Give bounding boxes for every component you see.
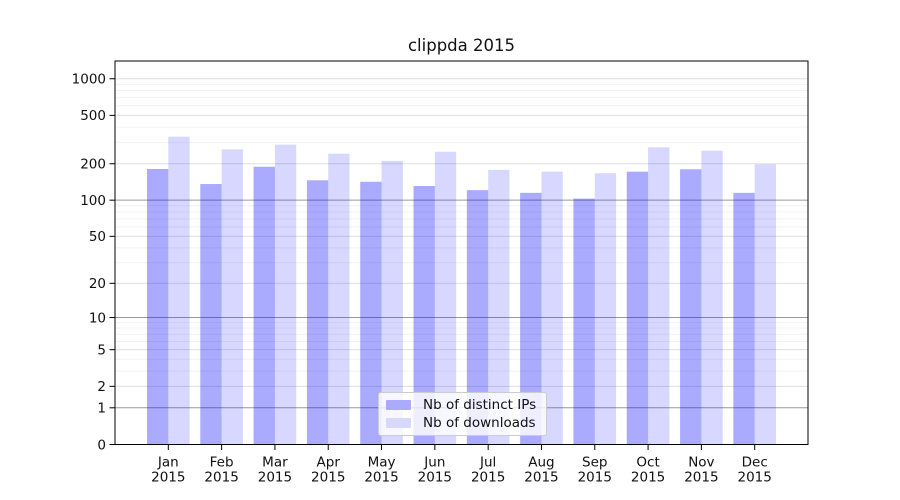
x-tick-label-month: May	[368, 455, 396, 471]
x-tick-label-year: 2015	[311, 470, 345, 486]
bar-distinct-ips-jan	[146, 168, 169, 445]
bar-distinct-ips-oct	[626, 171, 649, 445]
bar-distinct-ips-aug	[520, 192, 542, 445]
bar-downloads-apr	[328, 153, 350, 445]
legend-item-downloads: Nb of downloads	[386, 415, 536, 431]
bar-downloads-nov	[701, 150, 723, 445]
legend-swatch-downloads-icon	[386, 418, 411, 428]
x-tick-label-month: Jun	[423, 455, 445, 471]
y-tick-label: 10	[89, 310, 106, 326]
y-tick-label: 20	[89, 276, 106, 292]
x-tick-label-month: Feb	[210, 455, 234, 471]
x-tick-label-year: 2015	[151, 470, 185, 486]
bar-downloads-feb	[221, 149, 243, 445]
x-tick-label-year: 2015	[364, 470, 398, 486]
bar-distinct-ips-may	[360, 181, 382, 445]
y-tick-label: 200	[80, 157, 106, 173]
y-tick-label: 0	[97, 437, 106, 453]
bar-distinct-ips-feb	[200, 184, 222, 445]
bar-downloads-jan	[168, 136, 190, 445]
x-tick-label-year: 2015	[258, 470, 292, 486]
bar-downloads-jun	[434, 151, 457, 445]
bar-downloads-jul	[488, 169, 510, 445]
x-tick-label-year: 2015	[204, 470, 238, 486]
x-tick-label-month: Jul	[479, 455, 496, 471]
x-tick-label-year: 2015	[631, 470, 665, 486]
y-tick-label: 100	[80, 193, 106, 209]
x-tick-label-year: 2015	[418, 470, 452, 486]
x-tick-label-month: Jan	[157, 455, 179, 471]
bar-downloads-mar	[274, 144, 297, 445]
bar-distinct-ips-jul	[466, 190, 489, 445]
x-tick-label-month: Mar	[262, 455, 288, 471]
x-tick-label-month: Aug	[528, 455, 554, 471]
bar-distinct-ips-sep	[573, 198, 595, 445]
legend-swatch-distinct-ips-icon	[386, 400, 411, 410]
x-tick-label-month: Nov	[688, 455, 714, 471]
bar-downloads-may	[381, 160, 403, 445]
x-tick-label-month: Apr	[317, 455, 341, 471]
legend-item-distinct-ips: Nb of distinct IPs	[386, 397, 536, 413]
y-tick-label: 500	[80, 108, 106, 124]
y-tick-label: 5	[97, 342, 106, 358]
x-tick-label-year: 2015	[738, 470, 772, 486]
bar-downloads-oct	[648, 147, 670, 445]
x-tick-label-month: Sep	[582, 455, 607, 471]
x-tick-label-year: 2015	[471, 470, 505, 486]
legend-label-downloads: Nb of downloads	[423, 415, 536, 431]
x-tick-label-year: 2015	[684, 470, 718, 486]
y-tick-label: 1000	[72, 72, 106, 88]
bar-distinct-ips-nov	[680, 169, 702, 445]
legend: Nb of distinct IPs Nb of downloads	[378, 392, 548, 436]
y-tick-label: 1	[97, 401, 106, 417]
bar-distinct-ips-jun	[413, 186, 435, 445]
bar-downloads-sep	[594, 173, 617, 445]
x-tick-label-month: Dec	[742, 455, 768, 471]
bar-distinct-ips-dec	[733, 192, 755, 445]
bar-distinct-ips-apr	[306, 180, 329, 445]
legend-label-distinct-ips: Nb of distinct IPs	[423, 397, 537, 413]
y-tick-label: 2	[97, 379, 106, 395]
x-tick-label-year: 2015	[578, 470, 612, 486]
bar-distinct-ips-mar	[253, 166, 275, 445]
plot-frame	[114, 60, 809, 445]
bar-downloads-aug	[541, 171, 563, 445]
bar-downloads-dec	[754, 164, 777, 445]
chart-title: clippda 2015	[407, 36, 515, 55]
x-tick-label-year: 2015	[524, 470, 558, 486]
x-tick-label-month: Oct	[636, 455, 659, 471]
y-tick-label: 50	[89, 229, 106, 245]
